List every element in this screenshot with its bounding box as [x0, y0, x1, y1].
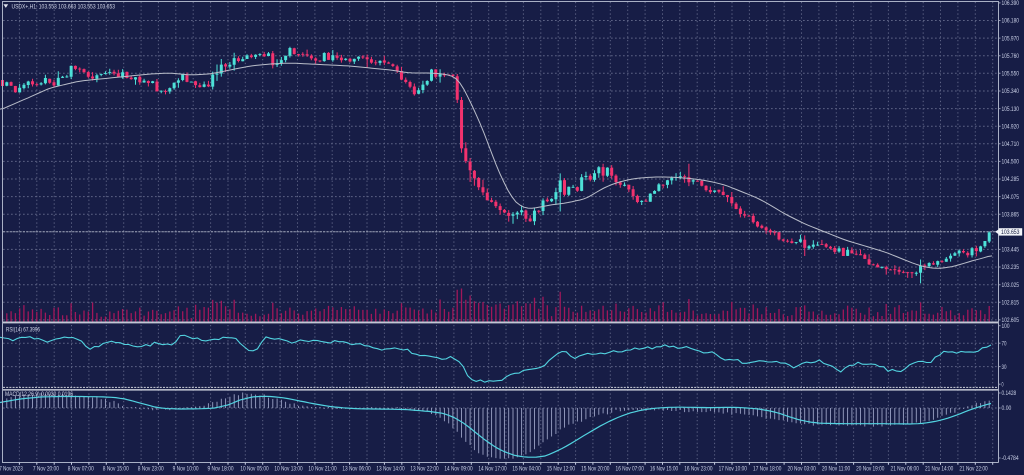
svg-text:9 Nov 18:00: 9 Nov 18:00 — [208, 466, 234, 473]
svg-text:8 Nov 07:00: 8 Nov 07:00 — [68, 466, 94, 473]
svg-text:103.653: 103.653 — [1001, 229, 1020, 236]
svg-text:102.605: 102.605 — [1002, 317, 1020, 324]
svg-text:7 Nov 2023: 7 Nov 2023 — [0, 466, 23, 473]
svg-text:8 Nov 15:00: 8 Nov 15:00 — [103, 466, 129, 473]
svg-text:21 Nov 22:00: 21 Nov 22:00 — [959, 466, 988, 473]
svg-text:104.075: 104.075 — [1002, 194, 1020, 201]
svg-text:103.235: 103.235 — [1002, 264, 1020, 271]
svg-text:105.130: 105.130 — [1002, 106, 1020, 113]
svg-text:106.390: 106.390 — [1002, 0, 1020, 7]
svg-text:21 Nov 06:00: 21 Nov 06:00 — [891, 466, 920, 473]
svg-text:15 Nov 04:00: 15 Nov 04:00 — [512, 466, 541, 473]
svg-text:10 Nov 21:00: 10 Nov 21:00 — [308, 466, 337, 473]
svg-text:13 Nov 06:00: 13 Nov 06:00 — [342, 466, 371, 473]
svg-text:104.500: 104.500 — [1002, 159, 1020, 166]
svg-text:70: 70 — [1002, 340, 1007, 347]
svg-text:10 Nov 13:00: 10 Nov 13:00 — [274, 466, 303, 473]
svg-text:105.550: 105.550 — [1002, 71, 1020, 78]
svg-text:105.340: 105.340 — [1002, 88, 1020, 95]
svg-text:15 Nov 12:00: 15 Nov 12:00 — [547, 466, 576, 473]
svg-text:105.760: 105.760 — [1002, 53, 1020, 60]
svg-text:0.00: 0.00 — [1002, 405, 1012, 412]
svg-text:104.710: 104.710 — [1002, 141, 1020, 148]
svg-text:16 Nov 15:00: 16 Nov 15:00 — [650, 466, 679, 473]
svg-text:0.1428: 0.1428 — [1002, 390, 1017, 397]
svg-text:9 Nov 10:00: 9 Nov 10:00 — [173, 466, 199, 473]
svg-text:0: 0 — [1002, 381, 1004, 388]
svg-text:14 Nov 17:00: 14 Nov 17:00 — [478, 466, 507, 473]
svg-text:16 Nov 23:00: 16 Nov 23:00 — [684, 466, 713, 473]
svg-text:106.180: 106.180 — [1002, 18, 1020, 25]
svg-text:17 Nov 10:00: 17 Nov 10:00 — [719, 466, 748, 473]
svg-text:16 Nov 07:00: 16 Nov 07:00 — [616, 466, 645, 473]
svg-text:20 Nov 03:00: 20 Nov 03:00 — [787, 466, 816, 473]
svg-text:104.920: 104.920 — [1002, 123, 1020, 130]
svg-text:103.025: 103.025 — [1002, 282, 1020, 289]
svg-text:17 Nov 18:00: 17 Nov 18:00 — [753, 466, 782, 473]
svg-text:103.865: 103.865 — [1002, 211, 1020, 218]
svg-text:15 Nov 20:00: 15 Nov 20:00 — [581, 466, 610, 473]
svg-text:MACD(12,26,9) 0.0030 0.0196: MACD(12,26,9) 0.0030 0.0196 — [5, 391, 73, 398]
svg-text:21 Nov 14:00: 21 Nov 14:00 — [925, 466, 954, 473]
svg-text:13 Nov 22:00: 13 Nov 22:00 — [410, 466, 439, 473]
svg-text:104.285: 104.285 — [1002, 176, 1020, 183]
svg-text:100: 100 — [1002, 323, 1010, 330]
svg-text:13 Nov 14:00: 13 Nov 14:00 — [376, 466, 405, 473]
svg-text:20 Nov 11:00: 20 Nov 11:00 — [822, 466, 851, 473]
svg-text:-0.4784: -0.4784 — [1002, 455, 1020, 462]
svg-text:105.970: 105.970 — [1002, 35, 1020, 42]
svg-text:20 Nov 19:00: 20 Nov 19:00 — [856, 466, 885, 473]
svg-text:103.445: 103.445 — [1002, 247, 1020, 254]
svg-text:10 Nov 05:00: 10 Nov 05:00 — [240, 466, 269, 473]
svg-text:14 Nov 09:00: 14 Nov 09:00 — [444, 466, 473, 473]
svg-text:RSI(14) 67.3996: RSI(14) 67.3996 — [6, 327, 40, 334]
svg-text:USDX+,H1: 103.553 103.663 103.: USDX+,H1: 103.553 103.663 103.553 103.65… — [12, 3, 116, 10]
svg-text:8 Nov 23:00: 8 Nov 23:00 — [138, 466, 164, 473]
svg-text:30: 30 — [1002, 364, 1007, 371]
svg-text:102.815: 102.815 — [1002, 300, 1020, 307]
svg-text:7 Nov 20:00: 7 Nov 20:00 — [33, 466, 59, 473]
